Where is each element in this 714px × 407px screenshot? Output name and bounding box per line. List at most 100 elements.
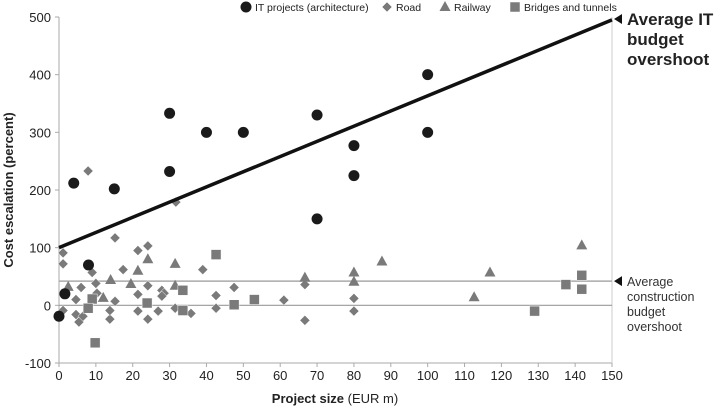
y-tick-label: -100 (25, 356, 51, 371)
it-point (200, 126, 212, 138)
x-axis-label: Project size (EUR m) (272, 391, 398, 406)
railway-point (348, 266, 360, 277)
x-tick-label: 120 (491, 368, 513, 383)
x-tick-label: 40 (199, 368, 213, 383)
railway-point (132, 264, 144, 275)
it-point (164, 107, 176, 119)
it-point (311, 213, 323, 225)
road-point (228, 282, 240, 293)
x-tick-label: 60 (273, 368, 287, 383)
road-point (117, 264, 129, 275)
road-point (142, 280, 154, 292)
legend-marker-triangle (439, 1, 451, 11)
road-point (82, 165, 94, 177)
x-tick-label: 150 (601, 368, 623, 383)
y-tick-label: 200 (29, 183, 51, 198)
railway-point (484, 266, 496, 277)
it-point (108, 183, 120, 195)
railway-point (125, 277, 137, 288)
bridges-point (177, 285, 189, 296)
bridges-point (576, 270, 588, 281)
road-point (348, 293, 360, 304)
railway-point (348, 275, 360, 286)
x-tick-label: 0 (55, 368, 62, 383)
arrow-construction-icon (614, 276, 622, 287)
it-point (82, 259, 94, 271)
road-point (142, 313, 154, 325)
it-point (68, 177, 80, 189)
bridges-point (86, 293, 98, 305)
road-point (299, 279, 311, 290)
road-point (132, 289, 144, 300)
road-point (132, 305, 144, 317)
it-point (53, 310, 65, 322)
it-point (348, 170, 360, 182)
bridges-point (576, 283, 588, 295)
legend-marker-square (509, 1, 521, 13)
legend-label: Railway (454, 2, 492, 14)
x-tick-label: 100 (417, 368, 439, 383)
bridges-point (89, 337, 101, 349)
x-tick-label: 90 (384, 368, 398, 383)
legend-label: IT projects (architecture) (255, 2, 369, 14)
it-point (311, 109, 323, 121)
it-point (164, 166, 176, 178)
road-point (77, 310, 89, 322)
annotation-it-text: budget (627, 30, 684, 49)
x-tick-label: 140 (564, 368, 586, 383)
x-tick-label: 10 (89, 368, 103, 383)
x-tick-label: 80 (347, 368, 361, 383)
road-point (104, 305, 116, 316)
road-point (109, 295, 121, 307)
road-point (278, 294, 290, 306)
road-point (142, 240, 154, 252)
annotation-construction-text: construction (627, 290, 694, 304)
y-tick-label: 500 (29, 10, 51, 25)
railway-point (169, 257, 181, 268)
x-tick-label: 110 (454, 368, 475, 383)
y-tick-label: 400 (29, 68, 51, 83)
bridges-point (177, 305, 189, 316)
road-point (104, 313, 116, 325)
it-point (422, 126, 434, 138)
legend-label: Bridges and tunnels (524, 2, 617, 14)
y-tick-label: 100 (29, 241, 51, 256)
x-axis-label-unit: (EUR m) (344, 391, 398, 406)
road-point (210, 302, 222, 314)
road-point (90, 278, 102, 289)
annotation-construction-text: Average (627, 275, 673, 289)
legend-marker-diamond (381, 1, 393, 13)
bridges-point (560, 279, 572, 290)
road-point (210, 290, 222, 301)
x-tick-label: 130 (527, 368, 549, 383)
road-point (57, 258, 69, 270)
x-tick-label: 50 (236, 368, 250, 383)
legend: IT projects (architecture) Road Railway Bri… (240, 1, 617, 14)
railway-point (105, 273, 117, 284)
bridges-point (249, 294, 260, 305)
railway-point (468, 291, 480, 302)
road-point (75, 282, 87, 293)
road-point (197, 264, 209, 275)
x-axis-label-bold: Project size (272, 391, 344, 406)
annotation-it-text: overshoot (627, 50, 710, 69)
annotation-construction-text: budget (627, 305, 666, 319)
road-point (57, 247, 69, 259)
legend-label: Road (396, 2, 421, 14)
it-point (237, 126, 249, 138)
bridges-point (141, 297, 153, 309)
bridges-point (82, 302, 94, 314)
bridges-point (228, 299, 240, 311)
it-point (348, 140, 360, 152)
annotation-it-text: Average IT (627, 10, 714, 29)
x-tick-label: 70 (310, 368, 324, 383)
road-point (70, 294, 82, 305)
railway-point (142, 253, 154, 264)
it-point (422, 69, 434, 81)
railway-point (576, 239, 588, 250)
road-point (109, 232, 121, 244)
railway-point (97, 291, 109, 302)
it-point (59, 288, 71, 300)
